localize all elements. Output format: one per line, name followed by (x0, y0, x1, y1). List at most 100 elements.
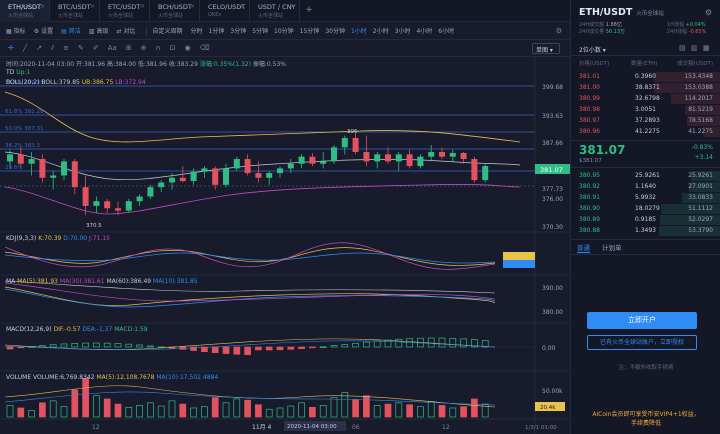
orderbook-row[interactable]: 380.99 32.6798 114.2017 (571, 94, 720, 104)
period-4h[interactable]: 4小时 (416, 28, 433, 35)
close-icon[interactable]: × (239, 3, 245, 10)
period-2h[interactable]: 2小时 (372, 28, 389, 35)
period-10m[interactable]: 10分钟 (274, 28, 294, 35)
volume-bar (352, 399, 359, 418)
period-1m[interactable]: 1分钟 (208, 28, 225, 35)
tab-btc-usdt[interactable]: BTC/USDT 火币全球站 × (50, 0, 100, 22)
chart-gear-icon[interactable]: ⚙ (555, 26, 562, 35)
tab-pair: ETH/USDT (8, 3, 42, 11)
depth-bar (686, 116, 720, 126)
macd-dif-line (4, 338, 496, 350)
orderbook-row[interactable]: 380.92 1.1640 27.0901 (571, 182, 720, 192)
ma10-value: MA(10):381.85 (153, 278, 198, 285)
volume-bar (319, 405, 327, 418)
close-icon[interactable]: × (289, 3, 295, 10)
candle-body (104, 201, 111, 209)
period-timeline[interactable]: 分时 (190, 28, 203, 35)
orderbook-row[interactable]: 380.88 1.3493 53.3790 (571, 226, 720, 236)
period-5m[interactable]: 5分钟 (252, 28, 269, 35)
close-icon[interactable]: × (39, 3, 45, 10)
orderbook-asks-icon[interactable]: ▦ (703, 44, 710, 52)
orderbook-bids-icon[interactable]: ▥ (691, 44, 698, 52)
period-1h[interactable]: 1小时 (350, 28, 367, 35)
orderbook-row[interactable]: 380.89 0.9185 52.0297 (571, 215, 720, 225)
close-icon[interactable]: × (189, 3, 195, 10)
volume-bar (222, 402, 230, 418)
period-30m[interactable]: 30分钟 (325, 28, 345, 35)
orderbook-row[interactable]: 380.90 18.0279 51.1112 (571, 204, 720, 214)
kdj-label: KDJ(9,3,3) (6, 235, 37, 242)
orderbook-row[interactable]: 381.00 38.8371 153.0388 (571, 83, 720, 93)
indicator-label: 指标 (13, 28, 26, 35)
promo-line: AICoin会员即可享受币安VIP4+1权益， (592, 411, 700, 418)
pen-icon[interactable]: ✐ (92, 44, 99, 52)
close-icon[interactable]: × (89, 3, 95, 10)
period-15m[interactable]: 15分钟 (299, 28, 320, 35)
chart-layout-value: 单图 (536, 47, 549, 54)
magnet-icon[interactable]: ∩ (155, 44, 161, 52)
line-icon[interactable]: ╱ (22, 44, 28, 52)
bind-account-button[interactable]: 已有火币全球站账户，立即授权 (587, 335, 697, 350)
ray-icon[interactable]: ↗ (36, 44, 42, 52)
candle-body (298, 156, 305, 164)
tab-celo-usdt[interactable]: CELO/USDT OKEx × (200, 0, 250, 22)
tab-normal-order[interactable]: 普通 (577, 243, 590, 253)
macd-bar (103, 342, 111, 348)
tab-eth-usdt[interactable]: ETH/USDT 火币全球站 × (0, 0, 50, 22)
vip-promo-link[interactable]: AICoin会员即可享受币安VIP4+1权益， 手续费降低 (571, 410, 720, 428)
candle-body (471, 159, 478, 181)
brush-icon[interactable]: ✎ (77, 44, 84, 52)
zoom-icon[interactable]: ⊕ (140, 44, 147, 52)
advanced-button[interactable]: ▥ 高级 (89, 26, 109, 35)
orderbook-both-icon[interactable]: ▤ (679, 44, 686, 52)
settings-button[interactable]: ⚙ 设置 (34, 26, 53, 35)
orderbook-row[interactable]: 381.01 0.3960 153.4348 (571, 72, 720, 82)
text-icon[interactable]: Aa (107, 44, 117, 52)
sidebar-settings-icon[interactable]: ⚙ (704, 8, 712, 17)
period-3m[interactable]: 3分钟 (230, 28, 247, 35)
close-icon[interactable]: × (139, 3, 145, 10)
period-3h[interactable]: 3小时 (394, 28, 411, 35)
tab-pair: CELO/USDT (208, 3, 246, 11)
info-low: 低:381.96 (137, 61, 167, 68)
candle-body (93, 201, 100, 206)
tab-plan-order[interactable]: 计划单 (602, 244, 622, 252)
tab-bch-usdt[interactable]: BCH/USDT 火币全球站 × (150, 0, 200, 22)
lock-icon[interactable]: ⊡ (169, 44, 176, 52)
chart-layout-select[interactable]: 单图 ▾ (532, 43, 560, 54)
custom-period-button[interactable]: 自定义周期 (152, 28, 183, 35)
boll-mid-line (4, 151, 521, 181)
candle-body (201, 168, 208, 172)
open-account-button[interactable]: 立即开户 (587, 312, 697, 329)
period-6h[interactable]: 6小时 (438, 28, 455, 35)
volume-bar (39, 402, 46, 418)
macd-bar (49, 344, 57, 348)
volume-bar (179, 403, 187, 418)
add-tab-icon[interactable]: + (305, 5, 313, 15)
macd-bar (309, 346, 316, 349)
fib-icon[interactable]: ≡ (63, 44, 69, 52)
chart-area[interactable]: 381.07 399.68 393.63 387.66 377.73 376.0… (0, 57, 570, 434)
orderbook-row[interactable]: 380.91 5.9932 33.0833 (571, 193, 720, 203)
orderbook-row[interactable]: 380.96 41.2275 41.2275 (571, 127, 720, 137)
compare-button[interactable]: ⇄ 对比 (116, 26, 135, 35)
orderbook-row[interactable]: 380.95 25.9261 25.9261 (571, 171, 720, 181)
kdj-j: J:71.15 (89, 235, 110, 242)
depth-select[interactable]: 2位小数 ▾ (579, 47, 606, 54)
trash-icon[interactable]: ⌫ (199, 44, 210, 52)
parallel-icon[interactable]: ⫽ (50, 43, 55, 52)
eye-icon[interactable]: ◉ (184, 44, 191, 52)
ob-col-total: 成交额(USDT) (677, 61, 713, 67)
macd-bar (481, 340, 489, 348)
measure-icon[interactable]: ⊞ (125, 44, 132, 52)
orderbook-row[interactable]: 380.98 3.0051 81.5219 (571, 105, 720, 115)
ob-amount: 37.2893 (635, 117, 660, 124)
tab-etc-usdt[interactable]: ETC/USDT 火币全球站 × (100, 0, 150, 22)
indicator-button[interactable]: ▦ 指标 (6, 26, 26, 35)
orderbook-row[interactable]: 380.97 37.2893 78.5168 (571, 116, 720, 126)
crosshair-icon[interactable]: ✛ (8, 44, 14, 52)
tab-usdt-cny[interactable]: USDT / CNY 火币全球站 × (250, 0, 300, 22)
boll-ub: UB:386.75 (81, 79, 114, 86)
simple-button[interactable]: ▤ 简洁 (61, 26, 81, 35)
volume-bar (471, 398, 478, 418)
